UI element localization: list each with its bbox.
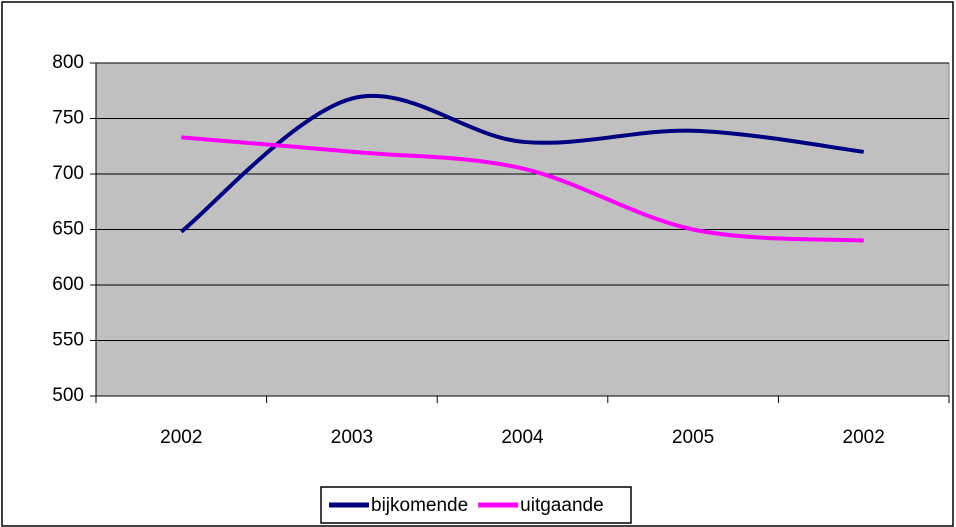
legend-box [320, 486, 632, 524]
y-tick-label: 700 [52, 163, 84, 184]
y-tick-label: 650 [52, 219, 84, 240]
line-series [181, 135, 864, 243]
x-tick-label: 2002 [843, 427, 885, 448]
legend-label: uitgaande [520, 495, 603, 516]
x-tick-label: 2004 [501, 427, 544, 448]
y-tick-label: 800 [52, 52, 84, 73]
y-tick-label: 600 [52, 274, 84, 295]
x-tick-label: 2003 [331, 427, 373, 448]
x-tick-label: 2002 [160, 427, 202, 448]
y-tick-label: 750 [52, 108, 84, 129]
legend-label: bijkomende [371, 495, 468, 516]
line-series [180, 93, 864, 234]
y-tick-label: 500 [52, 385, 84, 406]
x-tick-label: 2005 [672, 427, 714, 448]
y-tick-label: 550 [52, 330, 84, 351]
